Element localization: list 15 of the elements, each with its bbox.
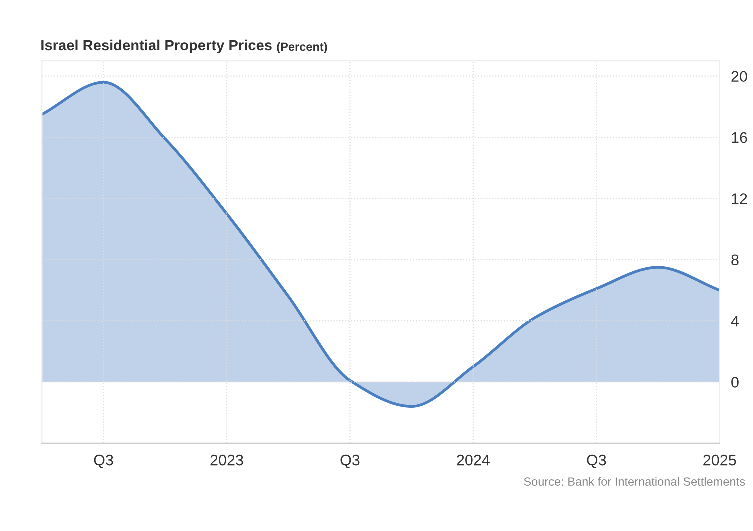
y-tick-label: 12 <box>732 194 748 204</box>
x-tick-label: Q3 <box>94 454 114 468</box>
source-note: Source: Bank for International Settlements <box>524 477 746 486</box>
x-tick-label: Q3 <box>340 454 360 468</box>
chart-title: Israel Residential Property Prices <box>42 40 272 54</box>
y-tick-label: 20 <box>732 71 748 82</box>
x-tick-label: 2023 <box>210 454 244 466</box>
y-tick-label: 0 <box>732 377 739 388</box>
x-tick-label: Q3 <box>587 454 606 468</box>
x-tick-label: 2024 <box>457 454 490 466</box>
x-tick-label: 2025 <box>704 454 736 466</box>
chart-subtitle: (Percent) <box>277 42 328 54</box>
y-tick-label: 4 <box>731 316 740 327</box>
y-tick-label: 8 <box>732 254 739 266</box>
y-tick-label: 16 <box>732 132 748 144</box>
